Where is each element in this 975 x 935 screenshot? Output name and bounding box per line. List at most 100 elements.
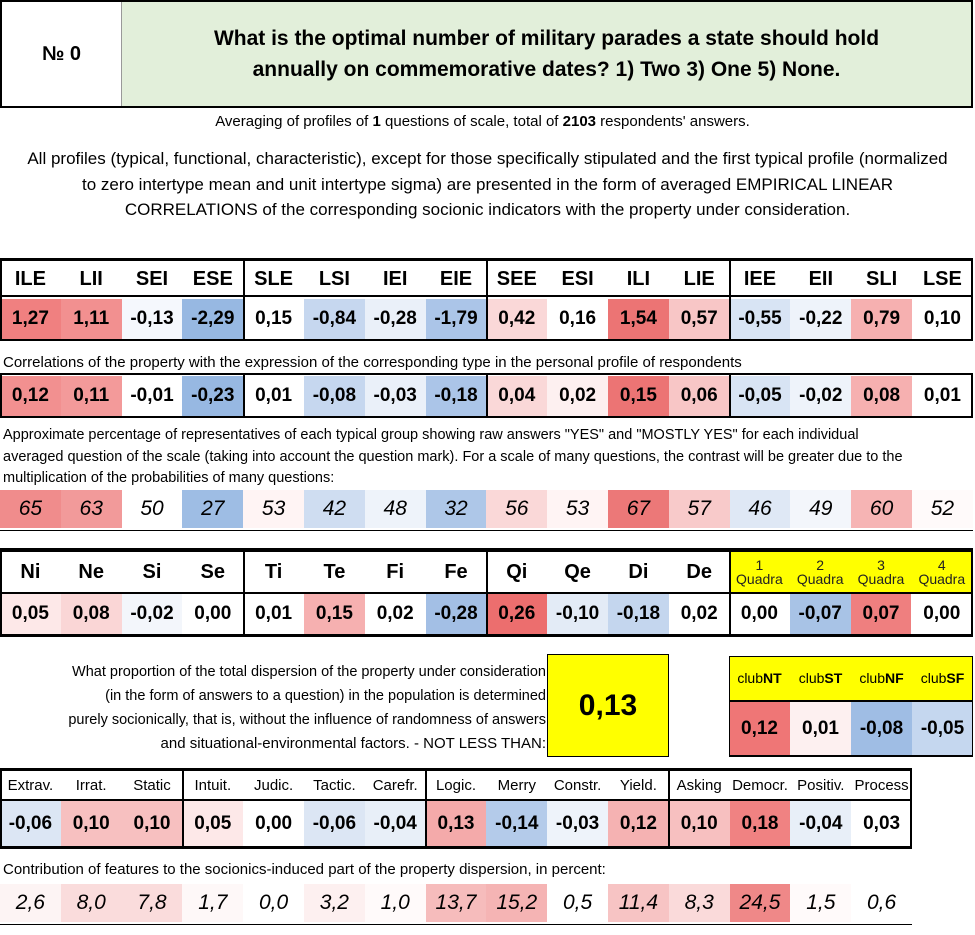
- type-value: -0,28: [364, 299, 426, 339]
- type-value: 0,10: [912, 299, 973, 339]
- trait-label: Irrat.: [75, 776, 107, 794]
- type-value: -0,55: [729, 299, 791, 339]
- club-code: NT: [763, 670, 782, 686]
- club-label: club NT: [729, 656, 790, 700]
- quadra-value: 0,00: [911, 594, 973, 634]
- group-border: [729, 258, 731, 341]
- function-value: 0,01: [243, 594, 304, 634]
- trait-value: 0,13: [425, 801, 487, 846]
- type-table: ILE 1,27 0,12 65 LII 1,11 0,11 63 SEI -0,13 -0,01 5…: [0, 258, 973, 551]
- intro-text: All profiles (typical, functional, chara…: [27, 149, 948, 219]
- trait-contribution: 7,8: [121, 884, 183, 922]
- trait-contribution: 24,5: [729, 884, 791, 922]
- type-correlation: 0,11: [60, 376, 122, 416]
- type-label: SLE: [254, 267, 294, 290]
- quadra-word: Quadra: [736, 571, 783, 587]
- group-border: [425, 768, 427, 849]
- trait-contribution: 0,0: [243, 884, 304, 922]
- club-border: [972, 656, 973, 757]
- table-border: [0, 548, 973, 551]
- type-correlation: 0,06: [668, 376, 730, 416]
- function-value: -0,02: [121, 594, 183, 634]
- quadra-word: Quadra: [857, 571, 905, 587]
- trait-value: 0,03: [851, 801, 912, 846]
- function-label: Fe: [444, 560, 468, 583]
- function-table: Ni 0,05 Ne 0,08 Si -0,02 Se 0,00 Ti 0,01 Te 0,15 Fi 0…: [0, 550, 973, 638]
- group-border: [910, 768, 912, 849]
- dispersion-text: What proportion of the total dispersion …: [68, 664, 546, 752]
- type-label: LIE: [683, 267, 715, 290]
- group-border: [0, 550, 2, 637]
- group-border: [486, 373, 488, 418]
- type-label: LSE: [922, 267, 962, 290]
- function-label: De: [686, 560, 712, 583]
- trait-value: 0,10: [121, 801, 183, 846]
- type-correlation: -0,02: [790, 376, 852, 416]
- type-percentage: 56: [486, 490, 548, 528]
- trait-contribution: 8,3: [668, 884, 730, 922]
- group-border: [971, 550, 973, 637]
- group-border: [243, 258, 245, 341]
- type-percentage: 60: [851, 490, 912, 528]
- trait-label: Yield.: [619, 776, 657, 794]
- function-value: 0,26: [486, 594, 548, 634]
- quadra-label: 1 Quadra: [729, 552, 790, 592]
- function-label: Di: [628, 560, 649, 583]
- quadra-number: 3: [877, 557, 885, 573]
- trait-contribution: 15,2: [486, 884, 548, 922]
- type-percentage: 50: [121, 490, 183, 528]
- type-correlation: -0,18: [425, 376, 487, 416]
- trait-contribution: 1,5: [790, 884, 852, 922]
- trait-contribution: 3,2: [304, 884, 365, 922]
- type-correlation: 0,15: [608, 376, 669, 416]
- function-value: -0,28: [425, 594, 487, 634]
- function-label: Qe: [564, 560, 591, 583]
- type-value: 0,57: [668, 299, 730, 339]
- club-value: -0,05: [912, 702, 973, 755]
- trait-table: Extrav. -0,06 2,6 Irrat. 0,10 8,0 Static 0,10 7,…: [0, 768, 973, 935]
- type-label: IEE: [743, 267, 777, 290]
- club-table: club NT 0,12 club ST 0,01 club NF -0,08 club SF -0,…: [729, 656, 973, 757]
- function-value: 0,02: [364, 594, 426, 634]
- type-correlation: -0,01: [121, 376, 183, 416]
- club-prefix: club: [859, 670, 885, 686]
- type-value: 1,54: [608, 299, 669, 339]
- type-label: SEE: [496, 267, 537, 290]
- question-cell: What is the optimal number of military p…: [122, 2, 971, 106]
- function-label: Ti: [264, 560, 283, 583]
- type-value: 0,79: [851, 299, 912, 339]
- club-border: [729, 700, 973, 702]
- club-header-bg: [729, 656, 973, 700]
- table-border: [0, 846, 912, 849]
- dispersion-value: 0,13: [578, 688, 638, 722]
- type-label: LII: [79, 267, 103, 290]
- function-value: 0,05: [0, 594, 61, 634]
- club-code: SF: [946, 670, 965, 686]
- club-label: club NF: [851, 656, 912, 700]
- club-label: club SF: [912, 656, 973, 700]
- function-value: 0,15: [304, 594, 365, 634]
- club-prefix: club: [737, 670, 763, 686]
- function-value: -0,18: [608, 594, 669, 634]
- type-correlation: 0,02: [547, 376, 608, 416]
- header-box: [0, 0, 973, 108]
- club-border: [729, 656, 973, 657]
- type-label: IEI: [382, 267, 408, 290]
- row-border: [0, 530, 973, 531]
- trait-value: -0,06: [304, 801, 365, 846]
- club-code: ST: [824, 670, 843, 686]
- group-border: [486, 550, 488, 637]
- quadra-header-bg: [729, 552, 972, 592]
- trait-label: Process: [854, 776, 909, 794]
- trait-label: Tactic.: [313, 776, 356, 794]
- row-border: [0, 799, 912, 801]
- function-value: 0,02: [668, 594, 730, 634]
- type-label: LSI: [318, 267, 350, 290]
- trait-value: -0,14: [486, 801, 548, 846]
- trait-label: Asking: [676, 776, 722, 794]
- type-label: SLI: [866, 267, 898, 290]
- type-percentage: 52: [912, 490, 973, 528]
- type-percentage: 27: [182, 490, 244, 528]
- type-value: -0,13: [121, 299, 183, 339]
- trait-contribution: 13,7: [425, 884, 487, 922]
